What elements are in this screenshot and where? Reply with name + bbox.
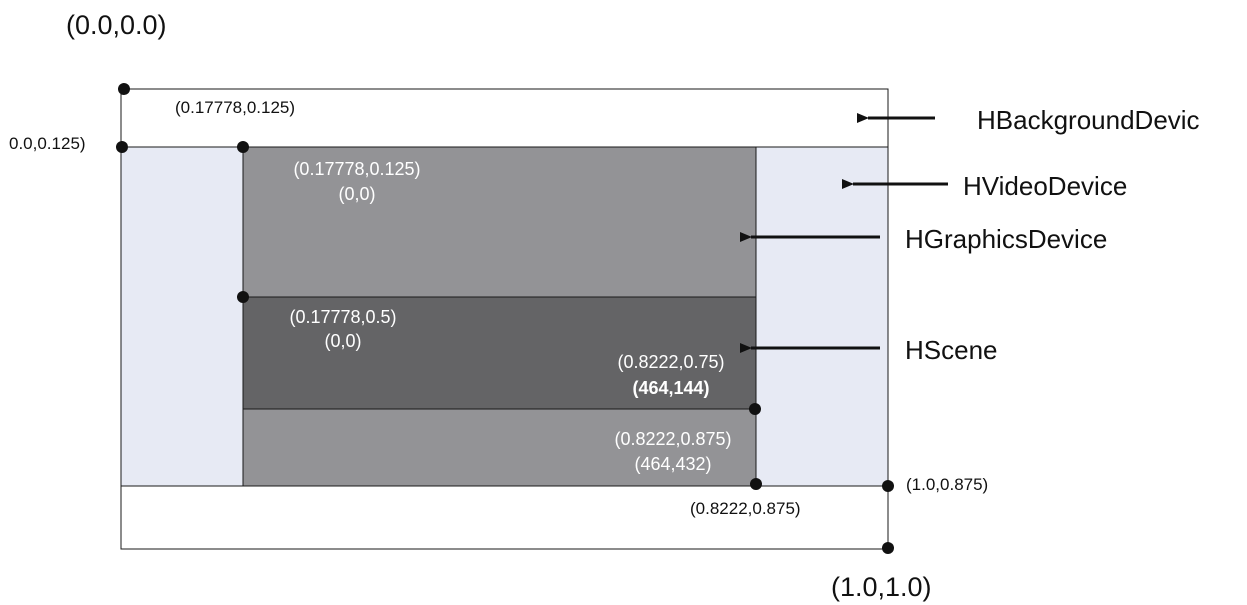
graphics-bottom-right-label: (0.8222,0.875) bbox=[690, 499, 801, 518]
graphics-bottom-pixel-label: (464,432) bbox=[634, 454, 711, 474]
dot-scene-top-left bbox=[237, 291, 249, 303]
dot-video-top-left bbox=[116, 141, 128, 153]
video-bottom-right-label: (1.0,0.875) bbox=[906, 475, 988, 494]
dot-video-bottom-right bbox=[882, 480, 894, 492]
scene-pixel-label: (0,0) bbox=[324, 331, 361, 351]
dot-graphics-bottom-right bbox=[750, 478, 762, 490]
origin-label: (0.0,0.0) bbox=[66, 10, 167, 40]
end-label: (1.0,1.0) bbox=[831, 572, 932, 602]
scene-rect bbox=[242, 296, 757, 410]
dot-background-top-left bbox=[118, 83, 130, 95]
scene-normalized-label: (0.17778,0.5) bbox=[289, 307, 396, 327]
outer-top-left-label: (0.17778,0.125) bbox=[175, 98, 295, 117]
scene-bottom-pixel-label: (464,144) bbox=[632, 378, 709, 398]
dot-background-bottom-right bbox=[882, 542, 894, 554]
graphics-bottom-normalized-label: (0.8222,0.875) bbox=[614, 429, 731, 449]
graphics-pixel-label: (0,0) bbox=[338, 184, 375, 204]
scene-bottom-normalized-label: (0.8222,0.75) bbox=[617, 352, 724, 372]
device-label-scene: HScene bbox=[905, 335, 998, 365]
dot-scene-bottom-right bbox=[749, 403, 761, 415]
video-left-label: 0.0,0.125) bbox=[9, 134, 86, 153]
graphics-normalized-label: (0.17778,0.125) bbox=[293, 159, 420, 179]
dot-graphics-top-left bbox=[237, 141, 249, 153]
device-label-video: HVideoDevice bbox=[963, 171, 1127, 201]
device-label-graphics: HGraphicsDevice bbox=[905, 224, 1107, 254]
device-label-background: HBackgroundDevic bbox=[977, 105, 1200, 135]
